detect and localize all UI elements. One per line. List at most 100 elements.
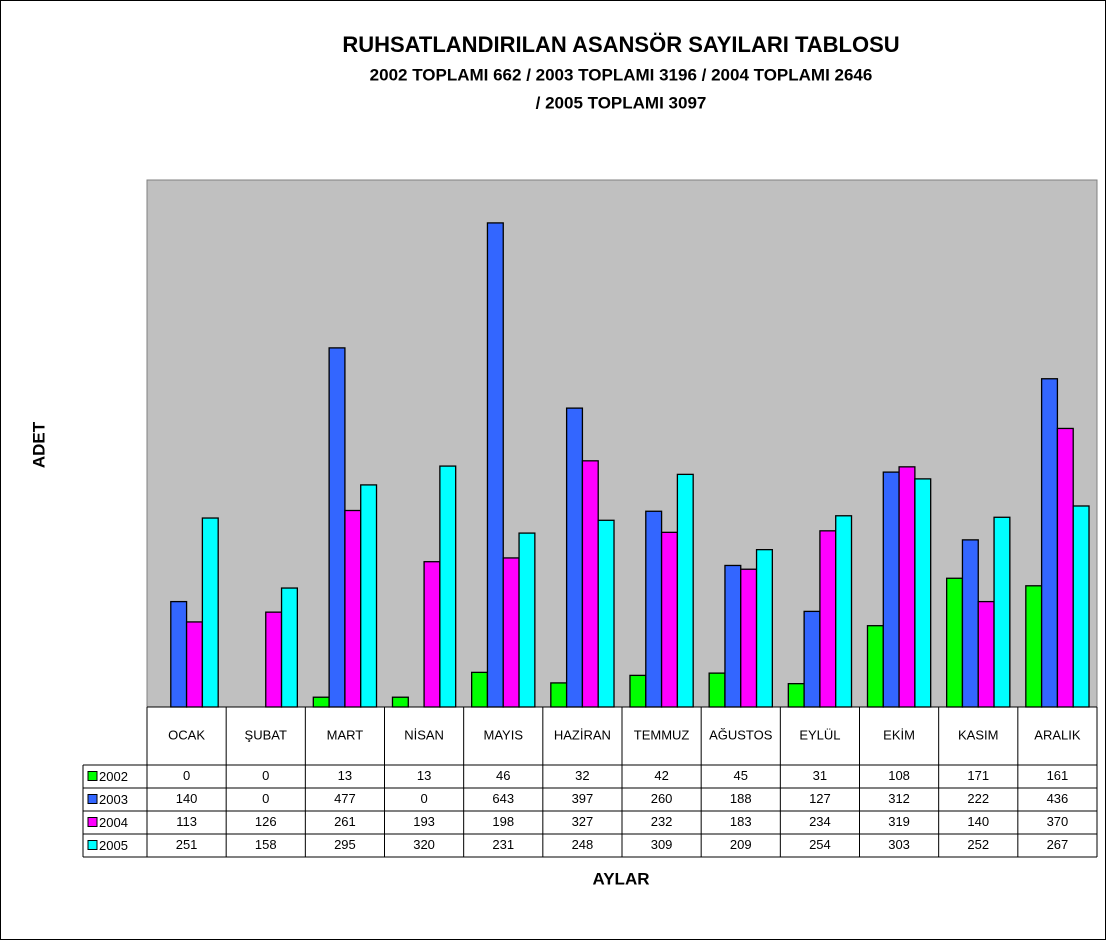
bar	[328, 347, 346, 708]
bar	[502, 557, 520, 708]
table-value: 327	[572, 814, 594, 829]
bar	[597, 519, 615, 708]
bar	[898, 466, 916, 708]
bar	[391, 696, 409, 708]
bar	[550, 682, 568, 708]
table-value: 158	[255, 837, 277, 852]
bar	[835, 515, 853, 708]
table-value: 13	[338, 768, 352, 783]
legend-swatch	[87, 794, 98, 804]
legend-swatch	[87, 771, 98, 781]
x-tick-label: KASIM	[958, 727, 998, 742]
table-value: 254	[809, 837, 831, 852]
bar	[787, 683, 805, 708]
table-value: 127	[809, 791, 831, 806]
table-value: 436	[1047, 791, 1069, 806]
legend-label: 2005	[99, 838, 128, 853]
table-value: 126	[255, 814, 277, 829]
bar	[724, 564, 742, 708]
table-value: 31	[813, 768, 827, 783]
table-value: 309	[651, 837, 673, 852]
table-value: 140	[967, 814, 989, 829]
table-value: 320	[413, 837, 435, 852]
x-tick-label: EYLÜL	[799, 727, 840, 742]
bar	[344, 509, 362, 708]
bar	[740, 568, 758, 708]
bar	[470, 671, 489, 708]
bar	[629, 674, 647, 708]
x-tick-label: MAYIS	[484, 727, 524, 742]
y-axis-label: ADET	[29, 421, 48, 468]
bar	[914, 478, 932, 708]
bar	[170, 600, 188, 708]
table-value: 251	[176, 837, 198, 852]
table-value: 231	[492, 837, 514, 852]
bar	[803, 610, 821, 708]
bar	[423, 561, 441, 708]
table-value: 13	[417, 768, 431, 783]
table-value: 261	[334, 814, 356, 829]
table-value: 183	[730, 814, 752, 829]
x-tick-label: ARALIK	[1034, 727, 1081, 742]
chart-subtitle: / 2005 TOPLAMI 3097	[536, 93, 707, 112]
table-value: 188	[730, 791, 752, 806]
table-value: 234	[809, 814, 831, 829]
table-value: 45	[734, 768, 748, 783]
bar	[581, 460, 599, 708]
bar	[518, 532, 536, 708]
x-axis-label: AYLAR	[593, 869, 650, 888]
x-tick-label: TEMMUZ	[634, 727, 690, 742]
table-value: 108	[888, 768, 910, 783]
table-value: 113	[176, 814, 197, 829]
table-value: 397	[572, 791, 594, 806]
bar	[676, 473, 694, 708]
bar	[265, 611, 283, 708]
bar	[201, 517, 219, 708]
legend-label: 2004	[99, 815, 128, 830]
bar	[439, 465, 457, 708]
table-value: 267	[1047, 837, 1069, 852]
table-value: 370	[1047, 814, 1069, 829]
table-value: 171	[967, 768, 989, 783]
x-tick-label: EKİM	[883, 727, 915, 742]
bar	[993, 516, 1011, 708]
bar	[486, 222, 504, 708]
bar	[645, 510, 663, 708]
bar	[1025, 585, 1043, 708]
table-value: 260	[651, 791, 673, 806]
table-value: 312	[888, 791, 910, 806]
table-value: 295	[334, 837, 356, 852]
bar	[660, 531, 679, 708]
bar	[882, 471, 900, 708]
table-value: 161	[1047, 768, 1069, 783]
bar	[819, 530, 837, 708]
legend-swatch	[87, 840, 98, 850]
table-value: 0	[262, 791, 269, 806]
x-tick-label: AĞUSTOS	[709, 727, 773, 742]
table-value: 319	[888, 814, 910, 829]
table-value: 140	[176, 791, 198, 806]
bar	[1040, 378, 1059, 708]
chart-subtitle: 2002 TOPLAMI 662 / 2003 TOPLAMI 3196 / 2…	[370, 65, 873, 84]
bar	[312, 696, 330, 708]
x-tick-label: OCAK	[168, 727, 205, 742]
bar	[866, 625, 884, 708]
table-value: 252	[967, 837, 989, 852]
table-value: 248	[572, 837, 594, 852]
table-value: 643	[492, 791, 514, 806]
table-value: 209	[730, 837, 752, 852]
table-value: 198	[492, 814, 514, 829]
table-value: 32	[575, 768, 589, 783]
x-tick-label: HAZİRAN	[554, 727, 611, 742]
table-value: 0	[262, 768, 269, 783]
bar	[977, 600, 995, 708]
table-value: 0	[183, 768, 190, 783]
bar	[1072, 505, 1090, 708]
x-tick-label: ŞUBAT	[245, 727, 287, 742]
bar	[280, 587, 298, 708]
table-value: 46	[496, 768, 510, 783]
bar	[1056, 427, 1074, 708]
bar	[708, 672, 726, 708]
bar	[946, 577, 964, 708]
